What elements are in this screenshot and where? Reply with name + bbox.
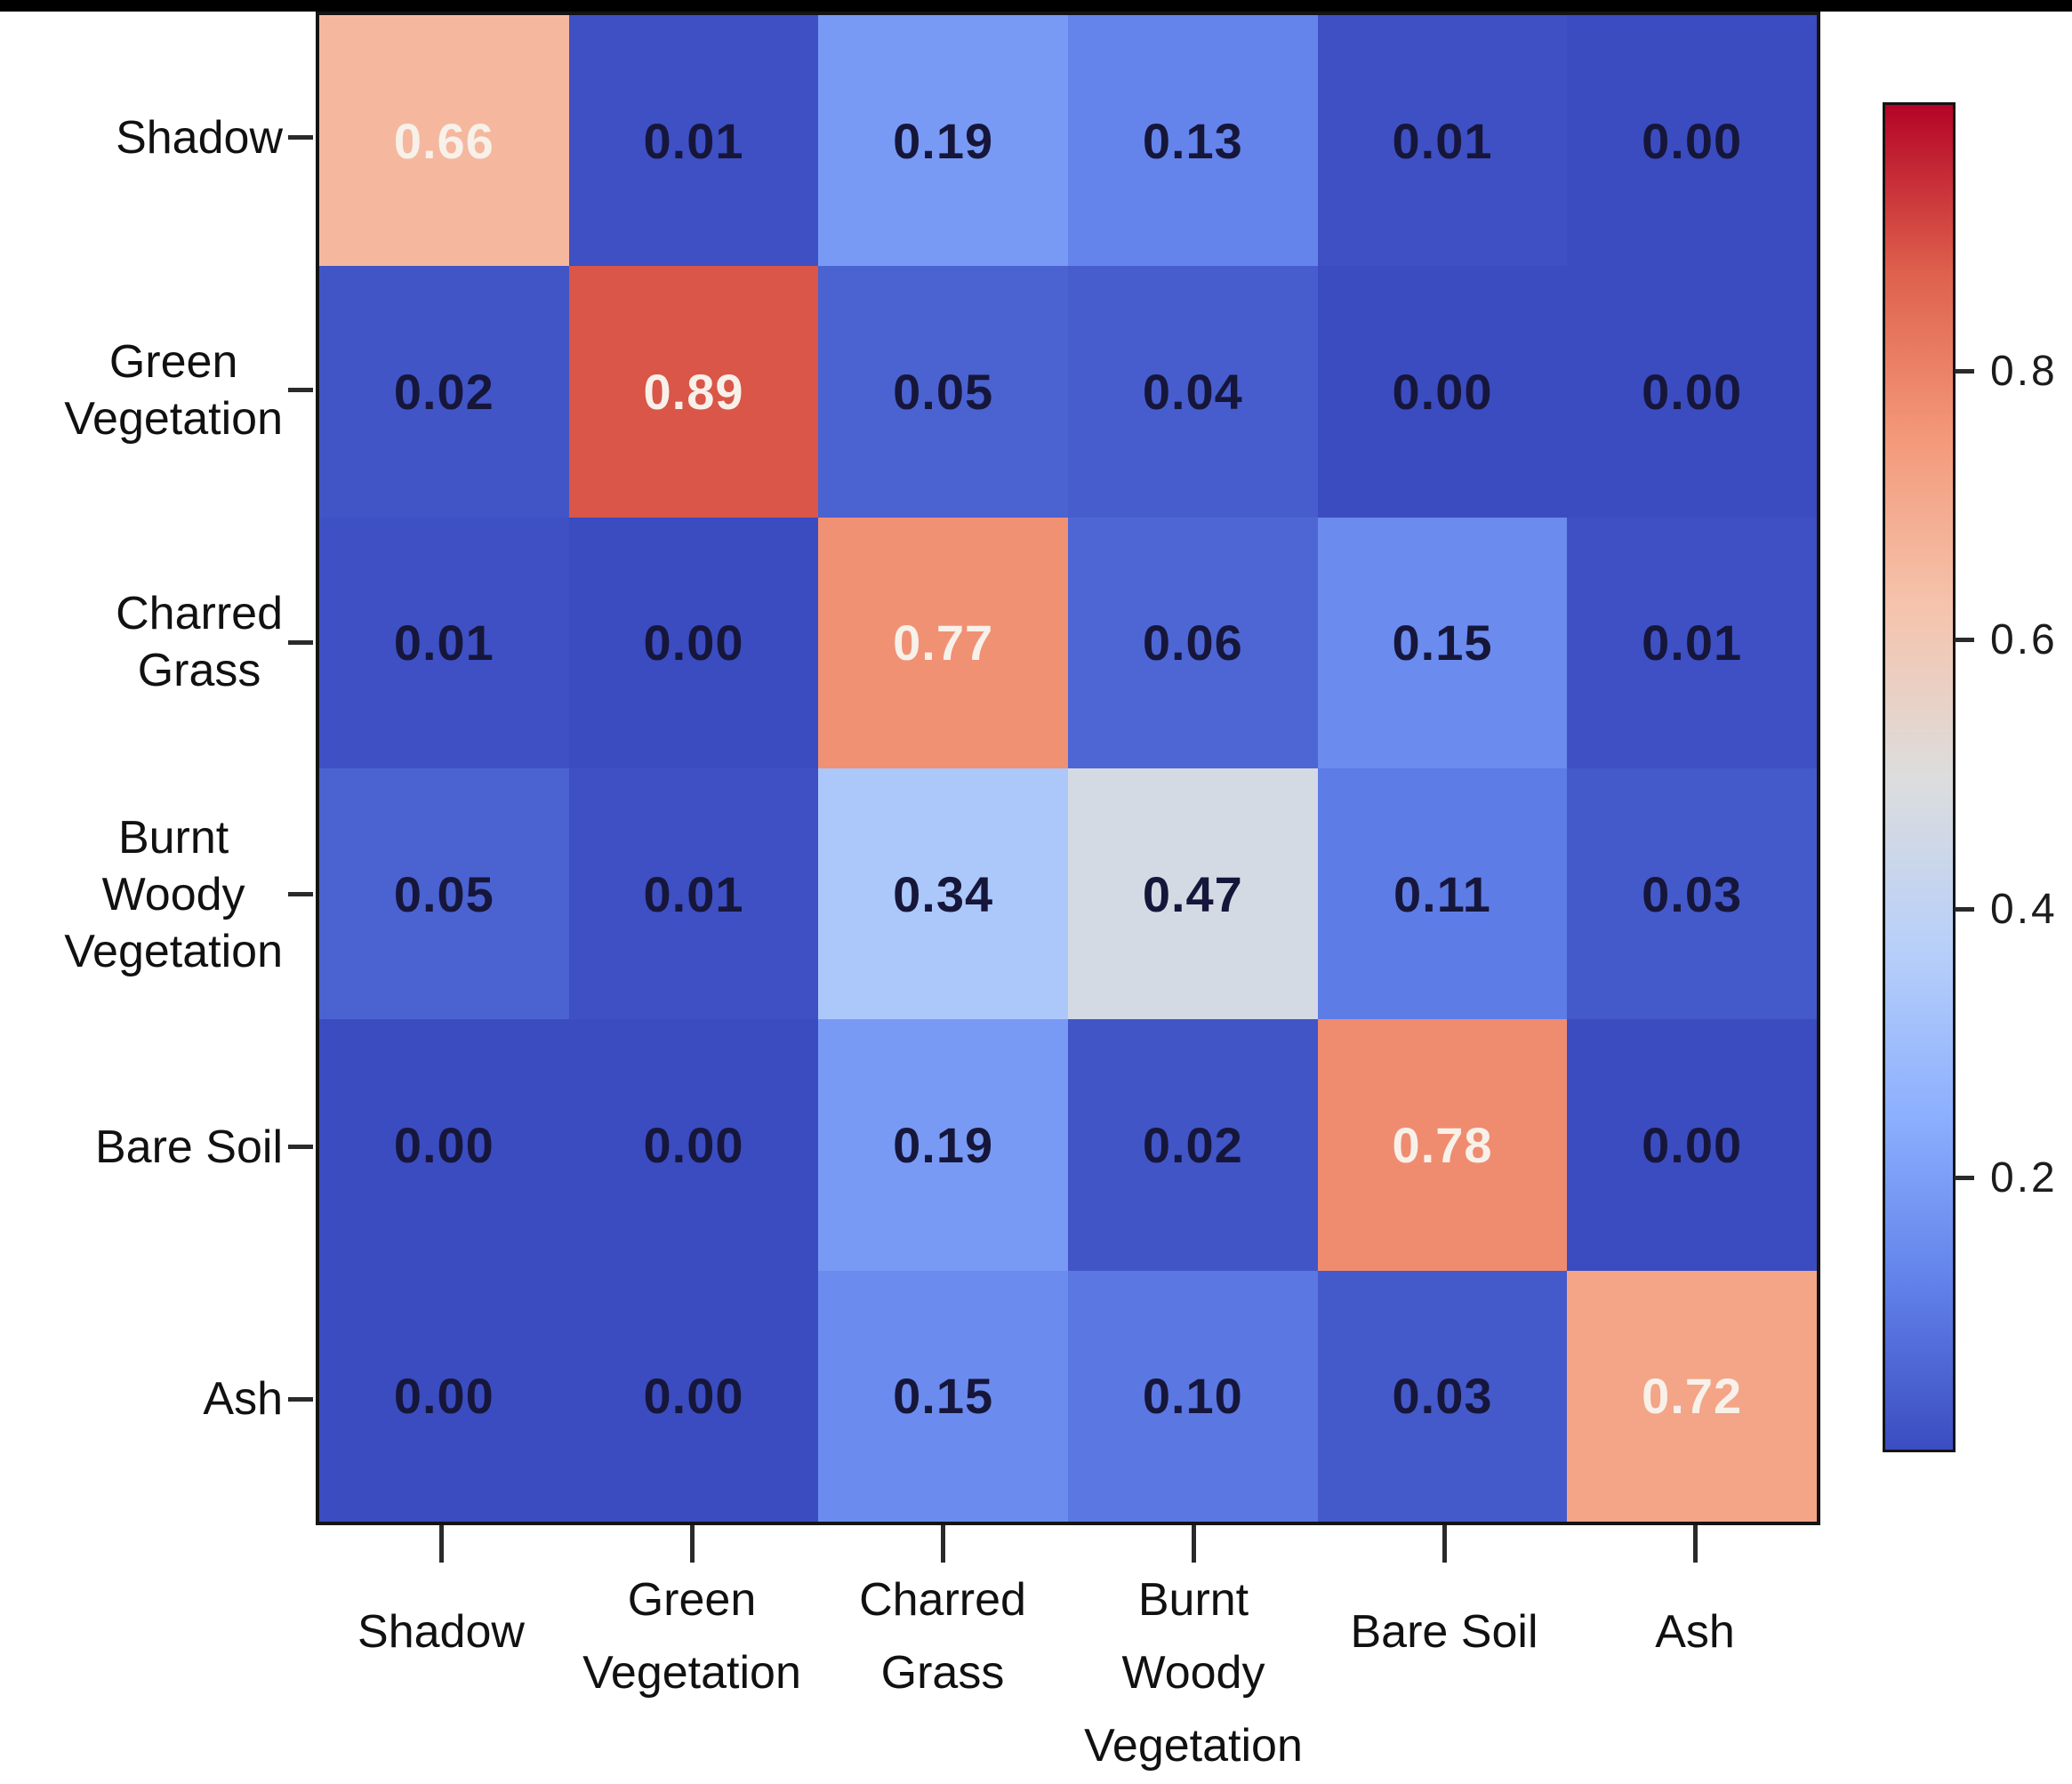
x-tick	[1191, 1525, 1196, 1563]
colorbar-tick	[1955, 1176, 1974, 1181]
matrix-cell: 0.04	[1067, 266, 1318, 518]
matrix-cell: 0.05	[818, 266, 1068, 518]
colorbar-tick	[1955, 906, 1974, 912]
matrix-cell: 0.01	[568, 15, 819, 267]
matrix-cell: 0.00	[1567, 15, 1817, 267]
matrix-cell: 0.89	[568, 266, 819, 518]
colorbar	[1883, 102, 1956, 1452]
matrix-cell: 0.02	[319, 266, 569, 518]
x-axis-label: Shadow	[357, 1606, 525, 1658]
x-axis-label: Charred Grass	[859, 1574, 1026, 1699]
matrix-cell: 0.05	[319, 768, 569, 1020]
matrix-cell: 0.00	[1317, 266, 1568, 518]
matrix-cell: 0.15	[818, 1270, 1068, 1522]
x-axis-label: Burnt Woody Vegetation	[1084, 1574, 1303, 1772]
y-tick	[288, 1145, 313, 1149]
matrix-cell: 0.06	[1067, 517, 1318, 768]
matrix-cell: 0.00	[568, 1270, 819, 1522]
matrix-cell: 0.01	[568, 768, 819, 1020]
matrix-cell: 0.19	[818, 15, 1068, 267]
top-border-strip	[0, 0, 2072, 12]
matrix-cell: 0.00	[568, 1019, 819, 1271]
y-tick	[288, 135, 313, 141]
colorbar-tick	[1955, 368, 1974, 374]
x-axis-label: Ash	[1655, 1606, 1735, 1658]
y-tick	[288, 1396, 313, 1402]
y-axis-label: Green Vegetation	[64, 335, 283, 445]
y-axis-label: Charred Grass	[116, 588, 283, 697]
colorbar-tick-label: 0.8	[1990, 347, 2058, 395]
x-axis-label: Green Vegetation	[582, 1574, 801, 1699]
y-axis-label: Burnt Woody Vegetation	[64, 811, 283, 977]
colorbar-tick-label: 0.2	[1990, 1154, 2058, 1202]
y-axis-label: Bare Soil	[95, 1121, 283, 1173]
matrix-cell: 0.03	[1317, 1270, 1568, 1522]
matrix-cell: 0.13	[1067, 15, 1318, 267]
x-tick	[1442, 1525, 1447, 1563]
matrix-cell: 0.00	[1567, 266, 1817, 518]
matrix-cell: 0.10	[1067, 1270, 1318, 1522]
matrix-cell: 0.15	[1317, 517, 1568, 768]
matrix-cell: 0.02	[1067, 1019, 1318, 1271]
matrix-cell: 0.72	[1567, 1270, 1817, 1522]
matrix-cell: 0.78	[1317, 1019, 1568, 1271]
x-tick	[438, 1525, 444, 1563]
x-tick	[689, 1525, 695, 1563]
x-tick	[940, 1525, 945, 1563]
colorbar-tick-label: 0.6	[1990, 616, 2058, 664]
matrix-cell: 0.77	[818, 517, 1068, 768]
x-tick	[1692, 1525, 1698, 1563]
y-tick	[288, 892, 313, 897]
matrix-cell: 0.47	[1067, 768, 1318, 1020]
matrix-cell: 0.01	[1317, 15, 1568, 267]
matrix-cell: 0.03	[1567, 768, 1817, 1020]
matrix-cell: 0.01	[319, 517, 569, 768]
matrix-cell: 0.11	[1317, 768, 1568, 1020]
y-tick	[288, 639, 313, 645]
colorbar-tick	[1955, 638, 1974, 643]
y-axis-label: Ash	[203, 1373, 283, 1426]
y-tick	[288, 388, 313, 392]
matrix-cell: 0.00	[319, 1270, 569, 1522]
matrix-cell: 0.34	[818, 768, 1068, 1020]
matrix-cell: 0.00	[319, 1019, 569, 1271]
matrix-cell: 0.00	[568, 517, 819, 768]
matrix-cell: 0.01	[1567, 517, 1817, 768]
matrix-cell: 0.00	[1567, 1019, 1817, 1271]
matrix-cell: 0.19	[818, 1019, 1068, 1271]
x-axis-label: Bare Soil	[1350, 1606, 1538, 1658]
colorbar-tick-label: 0.4	[1990, 885, 2058, 933]
matrix-cell: 0.66	[319, 15, 569, 267]
y-axis-label: Shadow	[116, 111, 283, 164]
heatmap-grid: 0.66 0.01 0.19 0.13 0.01 0.00 0.02 0.89 0.05 0.04…	[316, 12, 1820, 1525]
